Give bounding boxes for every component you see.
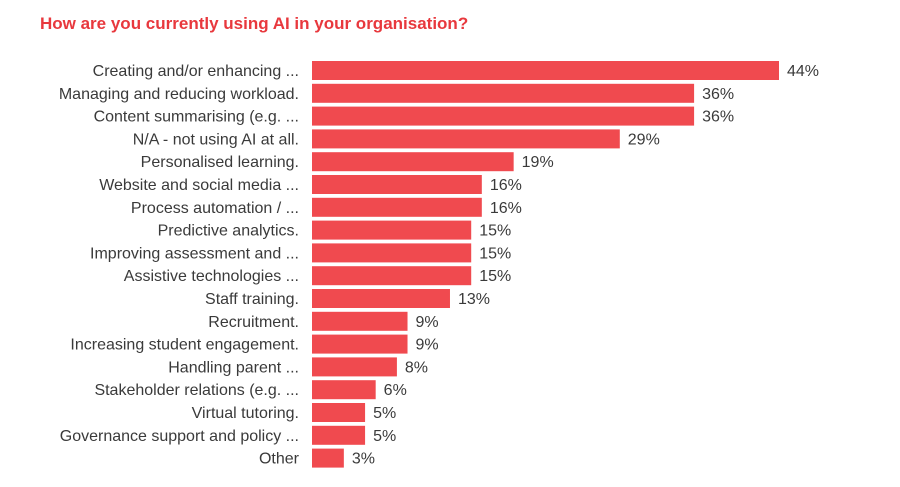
value-label: 36% [702,109,734,126]
bar [312,83,695,103]
bar [312,289,450,308]
category-label: Content summarising (e.g. ... [94,109,299,126]
category-label: Virtual tutoring. [192,405,299,422]
bar [312,152,514,172]
value-label: 3% [352,451,375,468]
bar [312,129,620,149]
value-label: 19% [522,154,554,171]
category-label: Improving assessment and ... [90,245,299,262]
chart-title: How are you currently using AI in your o… [40,14,469,33]
category-label: Process automation / ... [131,200,299,217]
value-label: 5% [373,428,396,445]
category-label: Assistive technologies ... [124,268,299,285]
category-label: Stakeholder relations (e.g. ... [94,382,299,399]
value-label: 16% [490,200,522,217]
value-label: 16% [490,177,522,194]
category-label: Creating and/or enhancing ... [93,63,299,80]
bar [312,61,779,80]
bar [312,448,344,468]
value-label: 5% [373,405,396,422]
category-label: Recruitment. [208,314,299,331]
bar [312,380,376,400]
value-label: 6% [384,382,407,399]
value-label: 9% [416,337,439,354]
value-label: 44% [787,63,819,80]
value-label: 13% [458,291,490,308]
bar [312,175,482,194]
category-label: N/A - not using AI at all. [133,131,299,148]
bar [312,425,366,445]
category-label: Website and social media ... [99,177,299,194]
bar [312,197,482,217]
bar [312,243,472,263]
category-label: Personalised learning. [141,154,299,171]
value-label: 29% [628,131,660,148]
bar [312,220,472,240]
bar [312,403,366,422]
category-label: Increasing student engagement. [70,337,299,354]
category-label: Other [259,451,300,468]
value-label: 36% [702,86,734,103]
category-label: Staff training. [205,291,299,308]
category-label: Handling parent ... [168,359,299,376]
value-label: 15% [479,268,511,285]
bar [312,106,695,126]
value-label: 15% [479,223,511,240]
bar [312,334,408,354]
bar [312,311,408,331]
value-label: 15% [479,245,511,262]
bar [312,266,472,286]
category-label: Governance support and policy ... [60,428,299,445]
category-label: Predictive analytics. [158,223,299,240]
bar [312,357,397,377]
value-label: 8% [405,359,428,376]
category-label: Managing and reducing workload. [59,86,299,103]
value-label: 9% [416,314,439,331]
